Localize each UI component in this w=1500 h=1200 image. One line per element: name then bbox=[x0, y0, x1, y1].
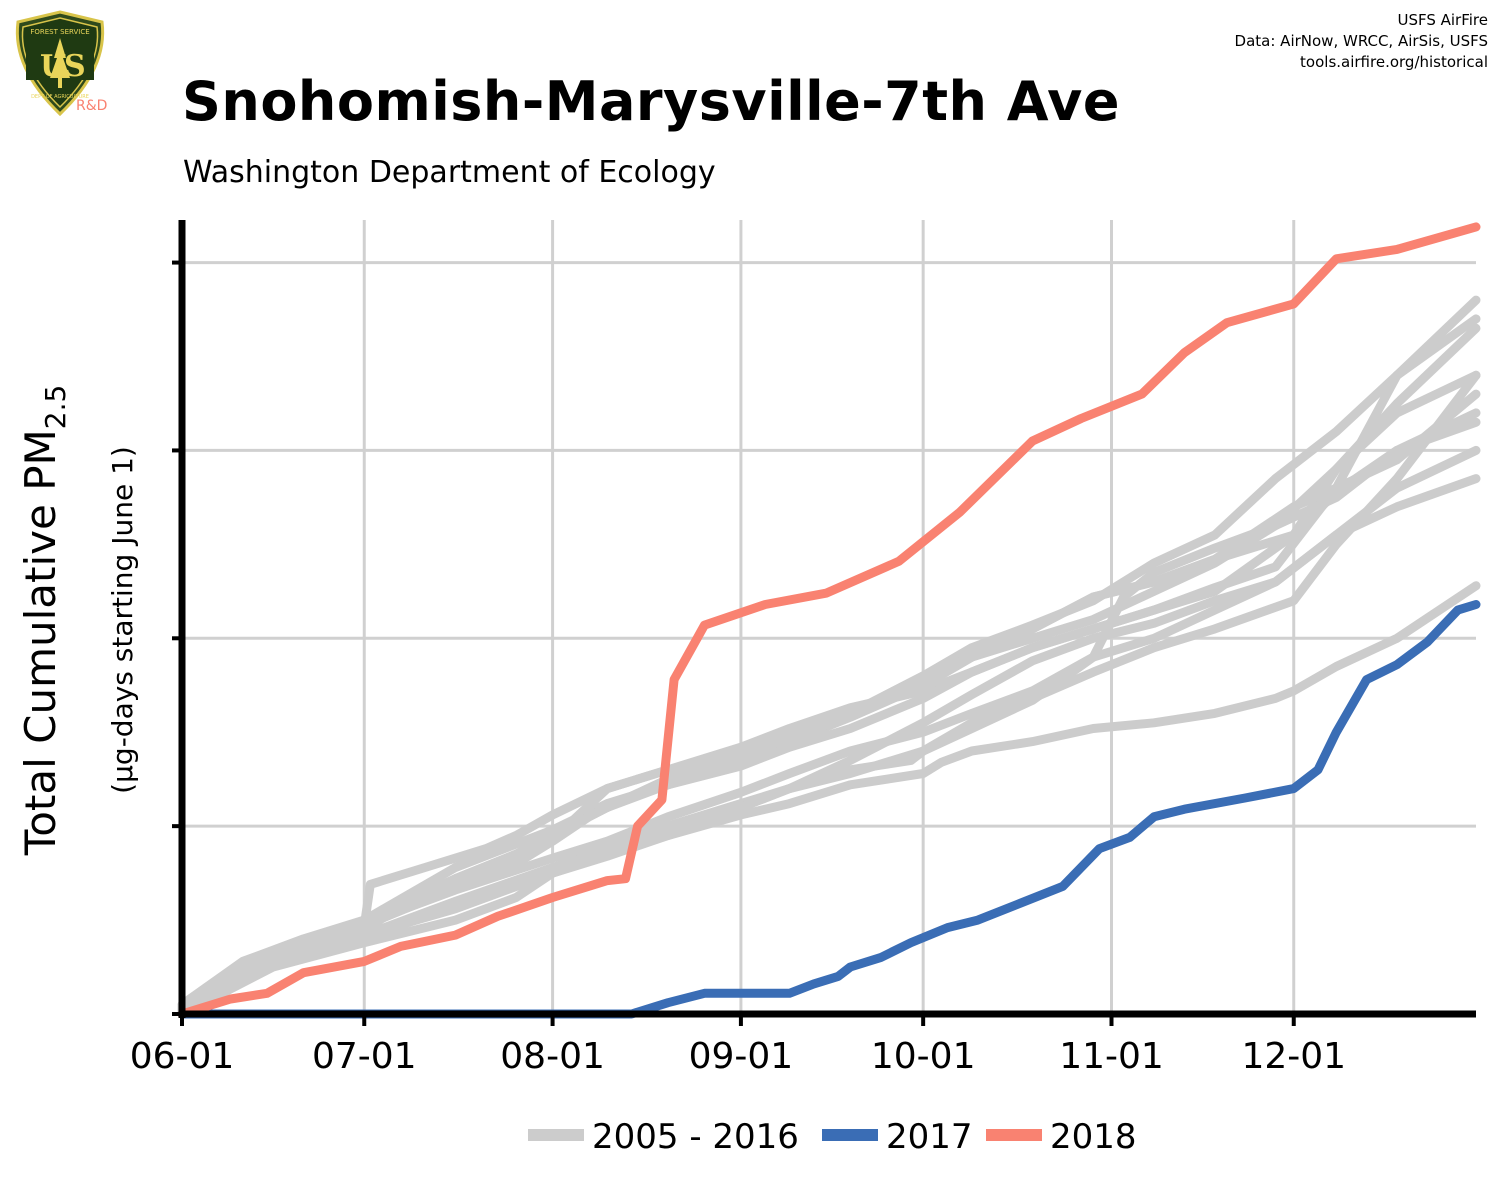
logo-tag: R&D bbox=[76, 98, 108, 114]
legend-label: 2018 bbox=[1050, 1117, 1137, 1157]
history-series-line bbox=[177, 370, 1481, 1019]
y-axis-title-subscript: 2.5 bbox=[39, 385, 72, 430]
svg-text:FOREST SERVICE: FOREST SERVICE bbox=[30, 28, 89, 36]
credit-line: tools.airfire.org/historical bbox=[1300, 53, 1488, 71]
history-series-line bbox=[177, 323, 1481, 1013]
legend: 2005 - 2016 2017 2018 bbox=[528, 1117, 1137, 1157]
y-axis-label: Total Cumulative PM2.5 bbox=[16, 385, 72, 857]
y-axis-title: Total Cumulative PM bbox=[16, 429, 65, 856]
history-series-line bbox=[177, 295, 1481, 1010]
chart-subtitle: Washington Department of Ecology bbox=[183, 155, 716, 190]
legend-label: 2005 - 2016 bbox=[592, 1117, 799, 1157]
svg-text:DEPT OF AGRICULTURE: DEPT OF AGRICULTURE bbox=[31, 94, 89, 100]
axis-layer bbox=[172, 220, 1476, 1026]
x-tick-label: 08-01 bbox=[500, 1036, 605, 1077]
history-series-layer bbox=[177, 295, 1481, 1019]
legend-label: 2017 bbox=[886, 1117, 973, 1157]
history-series-line bbox=[177, 389, 1481, 1011]
forest-service-logo: U S FOREST SERVICE DEPT OF AGRICULTURE R… bbox=[8, 8, 112, 120]
x-tick-label: 06-01 bbox=[130, 1036, 235, 1077]
chart-title: Snohomish-Marysville-7th Ave bbox=[182, 70, 1120, 133]
x-tick-label: 09-01 bbox=[689, 1036, 794, 1077]
credits: USFS AirFire Data: AirNow, WRCC, AirSis,… bbox=[1235, 10, 1488, 73]
series-2017-line bbox=[177, 600, 1481, 1019]
history-series-line bbox=[177, 314, 1481, 1013]
credit-line: Data: AirNow, WRCC, AirSis, USFS bbox=[1234, 32, 1488, 50]
svg-text:S: S bbox=[64, 49, 86, 84]
series-2018-layer bbox=[177, 222, 1481, 1019]
svg-text:Total Cumulative PM2.5: Total Cumulative PM2.5 bbox=[16, 385, 72, 857]
x-tick-label: 07-01 bbox=[312, 1036, 417, 1077]
x-tick-label: 11-01 bbox=[1059, 1036, 1164, 1077]
x-tick-label: 12-01 bbox=[1241, 1036, 1346, 1077]
grid-layer bbox=[182, 220, 1476, 1014]
series-2017-layer bbox=[177, 600, 1481, 1019]
history-series-line bbox=[177, 581, 1481, 1015]
y-axis-units: (µg-days starting June 1) bbox=[106, 446, 139, 794]
x-tick-label: 10-01 bbox=[871, 1036, 976, 1077]
series-2018-line bbox=[177, 222, 1481, 1019]
x-tick-labels: 06-01 07-01 08-01 09-01 10-01 11-01 12-01 bbox=[130, 1036, 1346, 1077]
credit-line: USFS AirFire bbox=[1397, 11, 1488, 29]
y-axis-units-label: (µg-days starting June 1) bbox=[106, 446, 139, 794]
